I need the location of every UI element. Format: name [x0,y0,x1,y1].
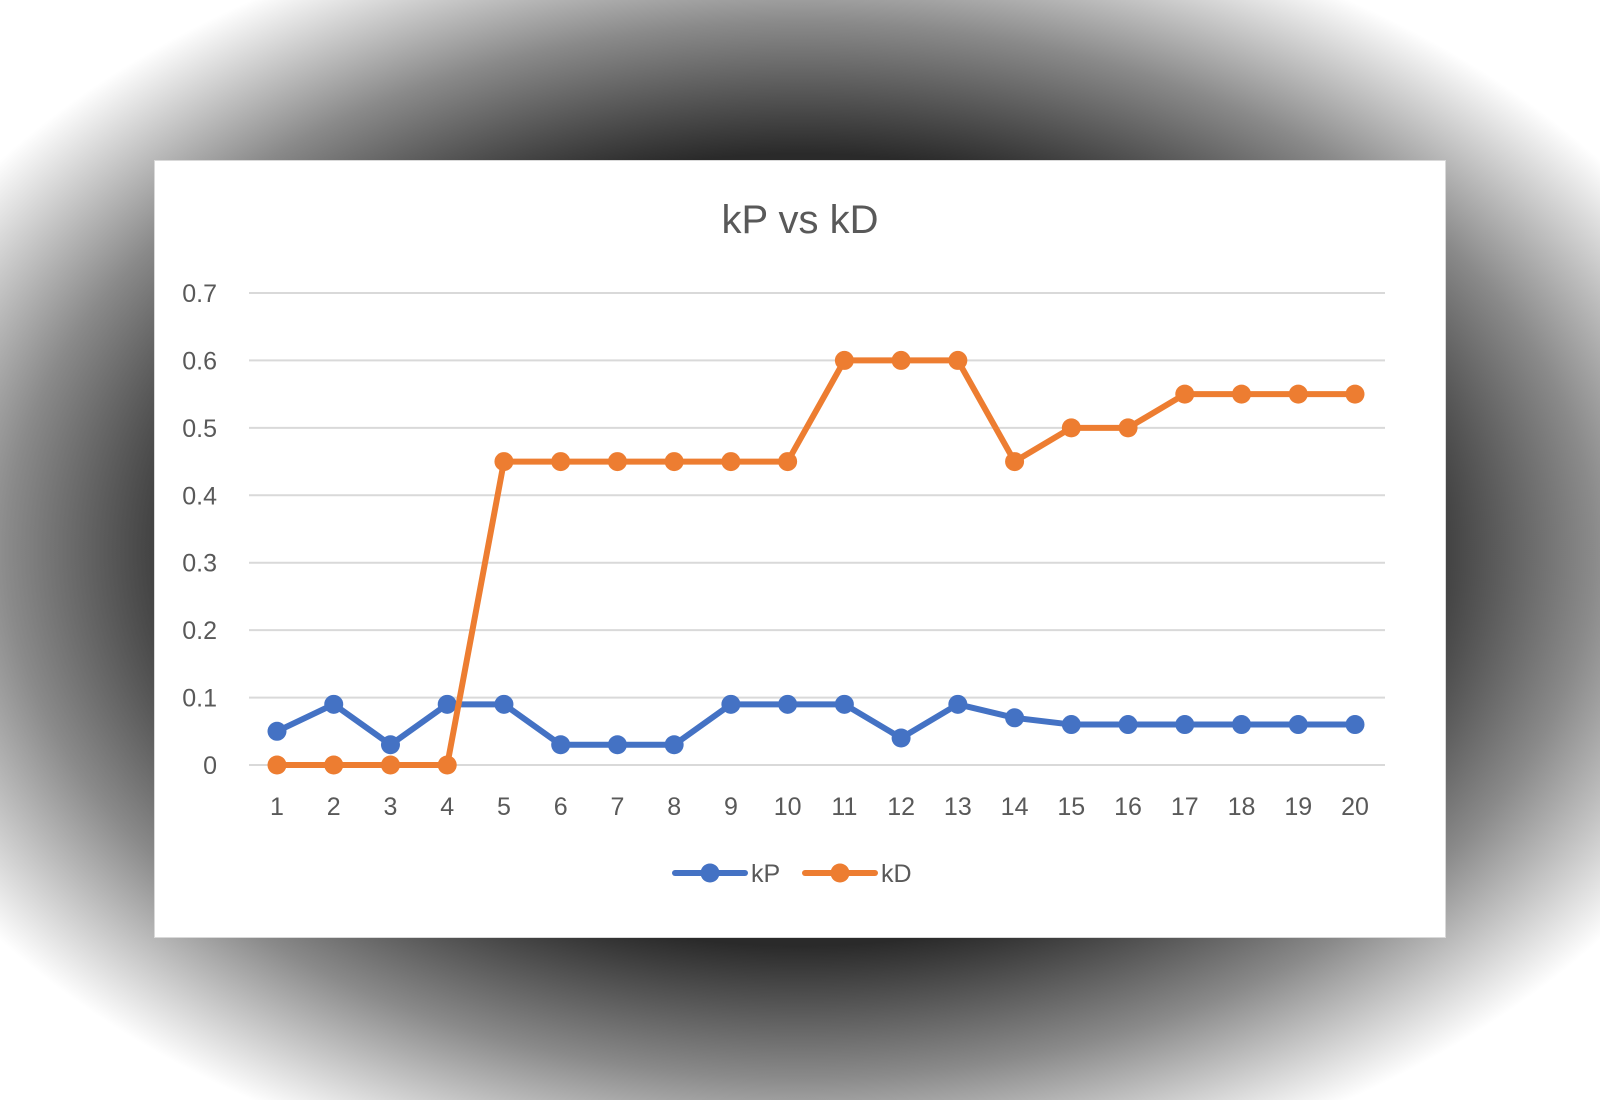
data-point [551,452,571,472]
x-tick-label: 11 [831,793,857,821]
data-point [1118,715,1138,735]
data-point [891,728,911,748]
x-tick-label: 9 [724,793,738,821]
y-tick-label: 0.4 [182,482,217,510]
series-kD [267,350,1365,775]
data-point [494,694,514,714]
data-point [267,755,287,775]
x-tick-label: 3 [384,793,398,821]
x-tick-label: 14 [1001,793,1029,821]
legend-swatch-marker [830,863,850,883]
data-point [834,350,854,370]
y-axis-ticks: 0 0.1 0.2 0.3 0.4 0.5 0.6 0.7 [182,280,217,780]
x-tick-label: 8 [667,793,681,821]
data-point [1061,418,1081,438]
legend-swatch-marker [700,863,720,883]
x-tick-label: 5 [497,793,511,821]
data-point [1232,384,1252,404]
data-point [1232,715,1252,735]
data-point [1005,708,1025,728]
data-point [948,350,968,370]
legend-item: kP [672,860,780,888]
y-tick-label: 0.6 [182,347,217,375]
data-point [267,721,287,741]
legend-label: kP [751,860,780,888]
data-point [1118,418,1138,438]
data-point [380,735,400,755]
x-tick-label: 12 [887,793,915,821]
x-tick-label: 4 [440,793,454,821]
x-tick-label: 2 [327,793,341,821]
data-point [1061,715,1081,735]
x-tick-label: 7 [610,793,624,821]
data-point [1005,452,1025,472]
y-tick-label: 0.2 [182,617,217,645]
x-tick-label: 10 [774,793,802,821]
data-point [721,452,741,472]
data-point [1175,384,1195,404]
x-tick-label: 1 [270,793,284,821]
series-line [274,357,1358,768]
x-axis-ticks: 1 2 3 4 5 6 7 8 9 10 11 12 13 14 15 16 17 18 19 20 [270,793,1369,821]
x-tick-label: 15 [1057,793,1085,821]
gridlines [249,292,1385,766]
data-point [437,755,457,775]
x-tick-label: 18 [1228,793,1256,821]
data-point [834,694,854,714]
x-tick-label: 19 [1284,793,1312,821]
data-point [778,452,798,472]
x-tick-label: 20 [1341,793,1369,821]
data-point [551,735,571,755]
data-point [664,452,684,472]
y-tick-label: 0 [203,752,217,780]
data-point [380,755,400,775]
chart-title: kP vs kD [721,198,878,242]
series-kP [267,694,1365,755]
legend-item: kD [802,860,912,888]
legend: kP kD [672,860,912,888]
x-tick-label: 16 [1114,793,1142,821]
legend-label: kD [881,860,912,888]
y-tick-label: 0.7 [182,280,217,308]
data-point [1175,715,1195,735]
y-tick-label: 0.3 [182,550,217,578]
data-point [437,694,457,714]
x-tick-label: 6 [554,793,568,821]
series-group [267,350,1365,775]
data-point [778,694,798,714]
data-point [324,755,344,775]
data-point [721,694,741,714]
data-point [1345,384,1365,404]
data-point [494,452,514,472]
data-point [948,694,968,714]
x-tick-label: 13 [944,793,972,821]
y-tick-label: 0.5 [182,415,217,443]
data-point [607,452,627,472]
y-tick-label: 0.1 [182,685,217,713]
data-point [664,735,684,755]
data-point [1345,715,1365,735]
data-point [891,350,911,370]
data-point [324,694,344,714]
data-point [1288,715,1308,735]
data-point [607,735,627,755]
data-point [1288,384,1308,404]
x-tick-label: 17 [1171,793,1199,821]
